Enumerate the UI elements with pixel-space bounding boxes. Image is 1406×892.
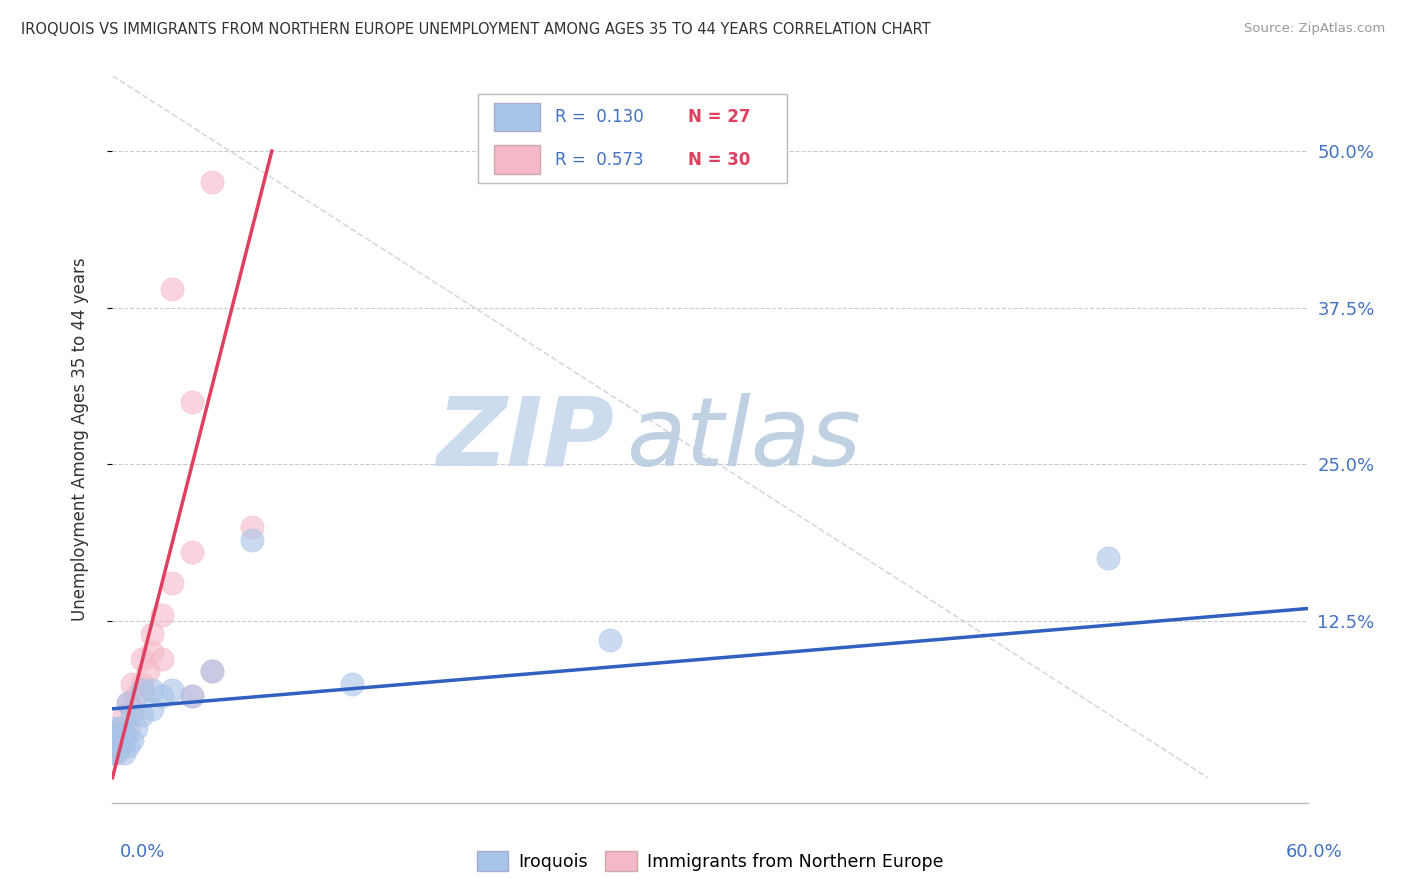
Point: [201, 664, 224, 678]
Point: [340, 677, 363, 691]
Text: R =  0.130: R = 0.130: [555, 108, 644, 126]
Point: [117, 721, 139, 735]
Point: [240, 520, 263, 534]
Point: [162, 683, 183, 698]
Point: [114, 746, 135, 760]
Point: [150, 651, 173, 665]
FancyBboxPatch shape: [494, 145, 540, 174]
Point: [121, 702, 143, 716]
Point: [111, 733, 134, 747]
Point: [141, 702, 163, 716]
Point: [101, 739, 124, 754]
Legend: Iroquois, Immigrants from Northern Europe: Iroquois, Immigrants from Northern Europ…: [470, 844, 950, 878]
Point: [121, 708, 143, 723]
Point: [131, 683, 153, 698]
Point: [181, 690, 204, 704]
FancyBboxPatch shape: [494, 103, 540, 131]
Point: [125, 721, 148, 735]
Point: [201, 664, 224, 678]
Point: [150, 607, 173, 622]
Point: [201, 175, 224, 189]
Point: [101, 746, 124, 760]
Point: [162, 576, 183, 591]
Text: ZIP: ZIP: [436, 392, 614, 486]
Point: [138, 664, 160, 678]
Point: [110, 739, 132, 754]
Point: [105, 727, 128, 741]
Point: [111, 721, 134, 735]
Point: [114, 727, 135, 741]
Point: [181, 545, 204, 559]
Point: [105, 746, 128, 760]
Point: [114, 708, 135, 723]
Point: [240, 533, 263, 547]
Point: [1097, 551, 1119, 566]
Point: [131, 708, 153, 723]
Text: atlas: atlas: [627, 392, 862, 486]
Point: [121, 677, 143, 691]
Point: [599, 632, 621, 647]
Point: [110, 739, 132, 754]
Point: [101, 733, 124, 747]
Text: 60.0%: 60.0%: [1286, 843, 1343, 861]
Text: N = 30: N = 30: [689, 151, 751, 169]
Text: N = 27: N = 27: [689, 108, 751, 126]
Point: [181, 394, 204, 409]
Point: [110, 721, 132, 735]
Text: R =  0.573: R = 0.573: [555, 151, 644, 169]
Point: [125, 690, 148, 704]
Point: [117, 739, 139, 754]
Point: [105, 746, 128, 760]
Point: [117, 696, 139, 710]
Point: [141, 626, 163, 640]
Point: [181, 690, 204, 704]
Text: 0.0%: 0.0%: [120, 843, 165, 861]
Point: [121, 733, 143, 747]
Point: [101, 733, 124, 747]
Point: [101, 746, 124, 760]
Point: [141, 683, 163, 698]
Point: [162, 282, 183, 296]
Point: [114, 733, 135, 747]
FancyBboxPatch shape: [478, 94, 787, 183]
Point: [117, 696, 139, 710]
Point: [131, 677, 153, 691]
Point: [110, 727, 132, 741]
Point: [131, 651, 153, 665]
Point: [105, 733, 128, 747]
Point: [150, 690, 173, 704]
Point: [101, 721, 124, 735]
Text: IROQUOIS VS IMMIGRANTS FROM NORTHERN EUROPE UNEMPLOYMENT AMONG AGES 35 TO 44 YEA: IROQUOIS VS IMMIGRANTS FROM NORTHERN EUR…: [21, 22, 931, 37]
Point: [141, 645, 163, 659]
Text: Source: ZipAtlas.com: Source: ZipAtlas.com: [1244, 22, 1385, 36]
Y-axis label: Unemployment Among Ages 35 to 44 years: Unemployment Among Ages 35 to 44 years: [70, 258, 89, 621]
